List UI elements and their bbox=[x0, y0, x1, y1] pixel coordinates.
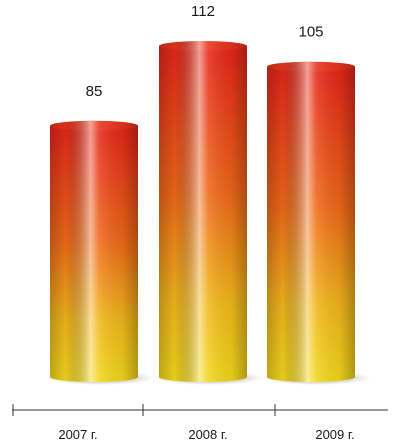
bar-3 bbox=[263, 61, 371, 385]
bar-1 bbox=[46, 120, 154, 385]
x-tick-label-1: 2007 г. bbox=[58, 427, 97, 442]
x-tick-label-3: 2009 г. bbox=[315, 427, 354, 442]
bar-top-cap-shade bbox=[159, 41, 247, 51]
bar-highlight bbox=[159, 46, 247, 382]
x-axis: 2007 г. 2008 г. 2009 г. bbox=[12, 404, 388, 442]
bar-2 bbox=[155, 41, 263, 385]
value-label-3: 105 bbox=[298, 24, 323, 41]
bar-highlight bbox=[50, 125, 138, 382]
bar-top-cap-shade bbox=[50, 120, 138, 131]
bar-top-cap-shade bbox=[267, 61, 355, 72]
value-label-1: 85 bbox=[86, 83, 103, 100]
bars-group bbox=[46, 41, 371, 385]
x-tick-label-2: 2008 г. bbox=[188, 427, 227, 442]
bar-highlight bbox=[267, 66, 355, 382]
value-label-2: 112 bbox=[191, 3, 215, 20]
value-labels-group: 85 112 105 bbox=[86, 3, 324, 100]
